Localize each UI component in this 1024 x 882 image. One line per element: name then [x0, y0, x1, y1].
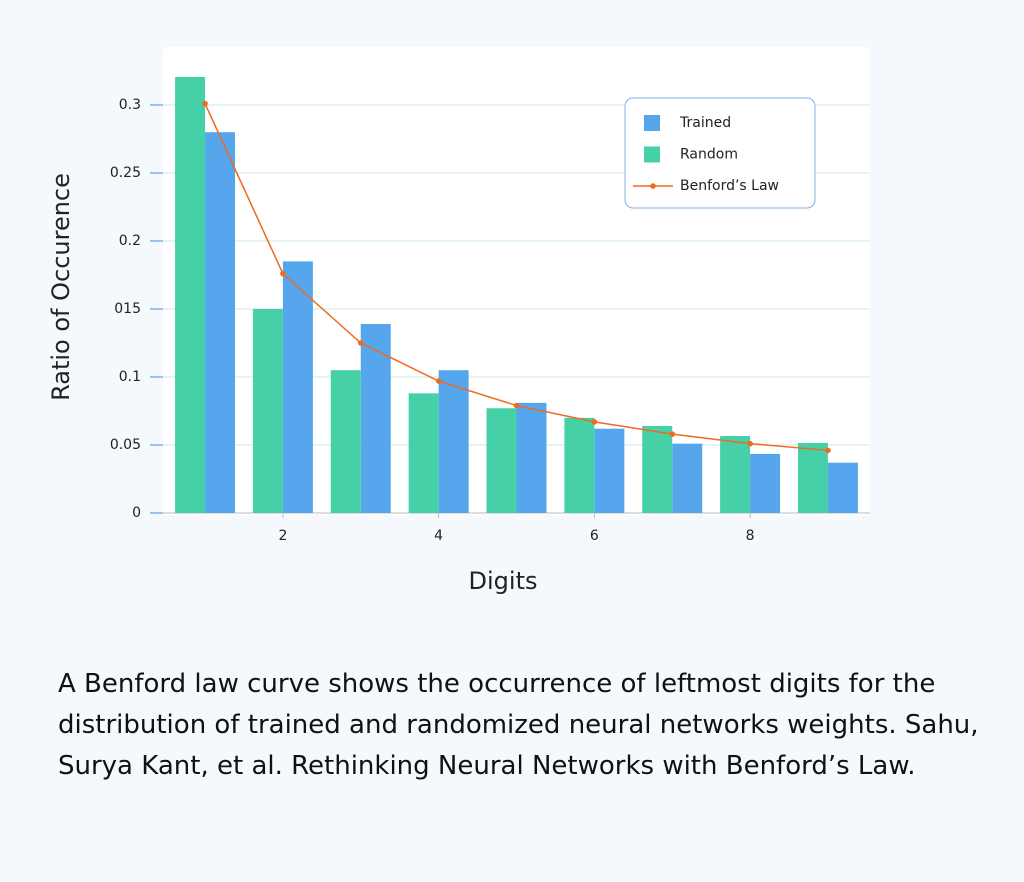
x-tick-label: 6: [590, 528, 599, 544]
bar: [594, 428, 625, 513]
y-axis-label: Ratio of Occurence: [47, 173, 75, 401]
legend-label: Trained: [679, 115, 731, 131]
bar: [330, 370, 361, 513]
line-point: [435, 378, 442, 384]
bar: [438, 370, 469, 513]
bar: [516, 402, 547, 513]
bar: [720, 436, 751, 513]
x-tick-label: 2: [278, 528, 287, 544]
x-axis-label: Digits: [469, 567, 538, 595]
legend-swatch: [644, 146, 660, 163]
bar: [486, 408, 517, 513]
bar: [750, 453, 781, 513]
y-tick-label: 0: [132, 505, 141, 521]
legend-swatch: [644, 115, 660, 131]
bar: [408, 393, 439, 513]
line-point: [202, 100, 208, 107]
legend-marker: [650, 183, 656, 189]
line-point: [747, 440, 753, 447]
y-tick-label: 0.3: [119, 97, 141, 113]
line-point: [591, 419, 598, 425]
bar: [360, 323, 391, 513]
line-point: [357, 340, 364, 346]
line-point: [513, 402, 520, 409]
bar: [642, 425, 673, 513]
line-point: [669, 431, 676, 437]
legend-label: Random: [680, 147, 738, 163]
caption: A Benford law curve shows the occurrence…: [58, 669, 979, 781]
y-tick-label: 0.2: [119, 233, 141, 249]
y-tick-label: 0.05: [110, 437, 141, 453]
bar: [282, 261, 313, 513]
y-tick-label: 015: [114, 301, 141, 317]
y-tick-label: 0.25: [110, 165, 141, 181]
bar: [827, 462, 858, 513]
x-tick-label: 8: [746, 528, 755, 544]
bar: [672, 443, 703, 513]
y-tick-label: 0.1: [119, 369, 141, 385]
line-point: [825, 447, 831, 454]
legend-label: Benford’s Law: [680, 178, 779, 194]
bar: [252, 309, 283, 513]
bar: [797, 442, 828, 513]
bar: [175, 76, 206, 513]
line-point: [280, 270, 286, 277]
bar: [205, 132, 236, 513]
legend-box: [624, 97, 816, 209]
x-tick-label: 4: [434, 528, 443, 544]
chart: Ratio of Occurence Digits 0 0.05 0.1 015 0.2…: [47, 76, 870, 595]
bar: [564, 417, 595, 513]
